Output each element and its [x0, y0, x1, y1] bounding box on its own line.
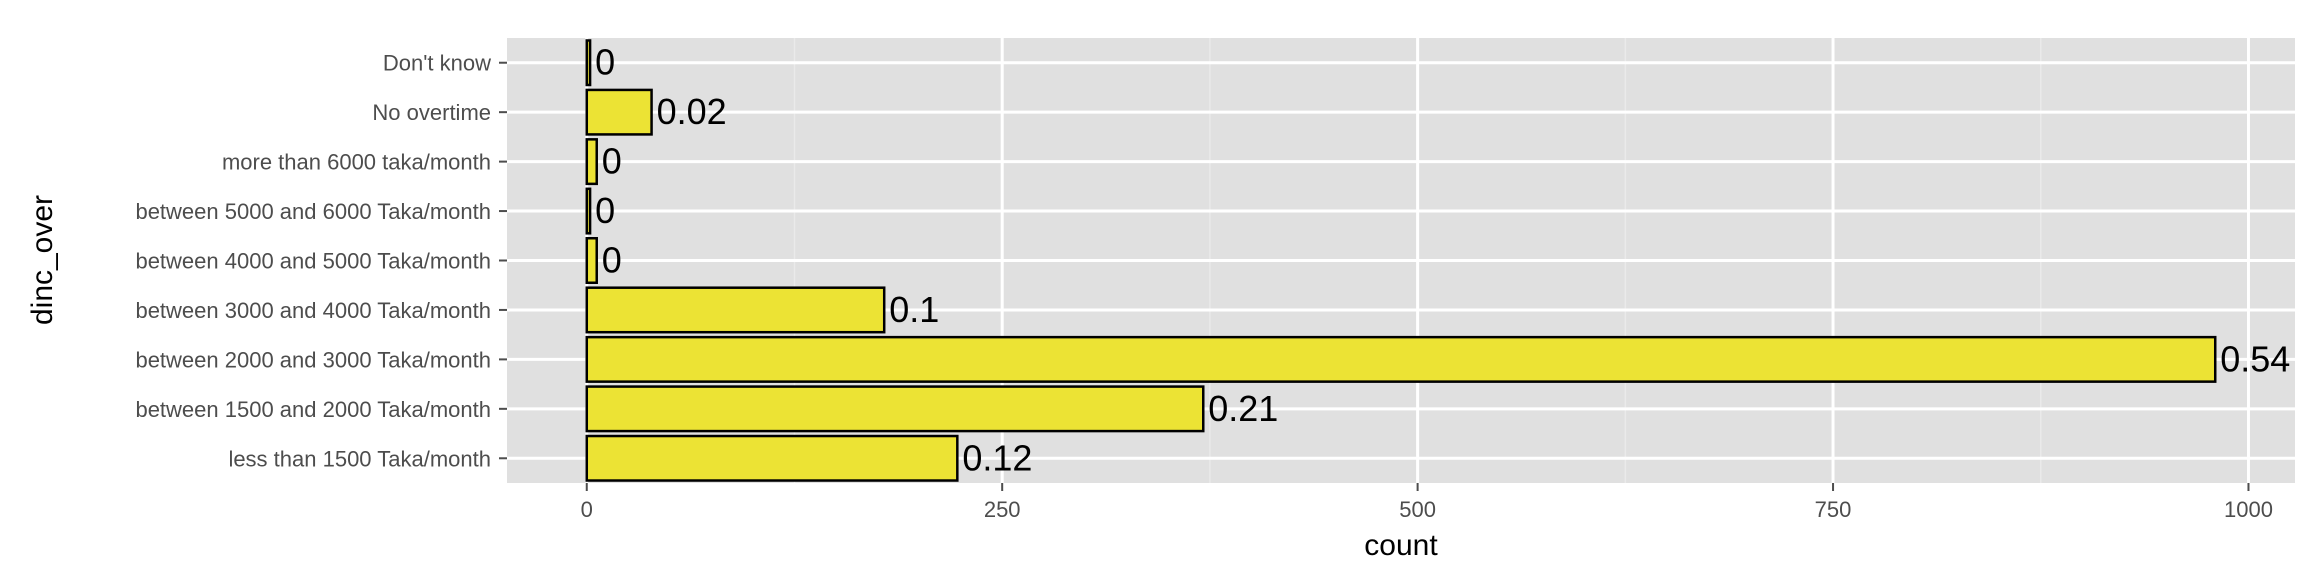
y-axis: less than 1500 Taka/month between 1500 an…	[135, 51, 507, 471]
y-tick-label: between 5000 and 6000 Taka/month	[135, 199, 491, 224]
bar	[585, 138, 598, 186]
x-axis-title: count	[1364, 529, 1438, 562]
bar	[585, 237, 598, 284]
data-label: 0.54	[2220, 338, 2290, 379]
data-label: 0.12	[962, 437, 1032, 478]
bars	[585, 39, 2217, 482]
bar	[585, 39, 592, 87]
x-tick-label: 0	[581, 497, 593, 522]
bar	[585, 335, 2217, 383]
x-tick-label: 1000	[2224, 497, 2273, 522]
y-tick-label: between 4000 and 5000 Taka/month	[135, 249, 491, 274]
x-tick-label: 500	[1399, 497, 1436, 522]
data-labels: 0.12 0.21 0.54 0.1 0 0 0 0.02 0	[595, 42, 2290, 479]
y-tick-label: less than 1500 Taka/month	[228, 446, 491, 471]
data-label: 0	[602, 240, 622, 281]
data-label: 0.02	[657, 91, 727, 132]
y-axis-title: dinc_over	[26, 195, 59, 325]
bar	[585, 88, 653, 136]
y-tick-label: Don't know	[383, 51, 491, 76]
x-tick-label: 250	[984, 497, 1021, 522]
data-label: 0	[602, 141, 622, 182]
x-tick-label: 750	[1815, 497, 1852, 522]
data-label: 0	[595, 190, 615, 231]
y-tick-label: No overtime	[372, 100, 491, 125]
y-tick-label: between 3000 and 4000 Taka/month	[135, 298, 491, 323]
bar	[585, 385, 1205, 433]
y-tick-label: more than 6000 taka/month	[222, 150, 491, 175]
data-label: 0.21	[1208, 388, 1278, 429]
grid-lines	[507, 38, 2295, 483]
bar	[585, 286, 886, 334]
bar	[585, 187, 592, 235]
y-tick-label: between 1500 and 2000 Taka/month	[135, 397, 491, 422]
data-label: 0.1	[889, 289, 939, 330]
bar	[585, 434, 959, 482]
data-label: 0	[595, 42, 615, 83]
y-tick-label: between 2000 and 3000 Taka/month	[135, 347, 491, 372]
x-axis: 0 250 500 750 1000	[581, 483, 2273, 522]
